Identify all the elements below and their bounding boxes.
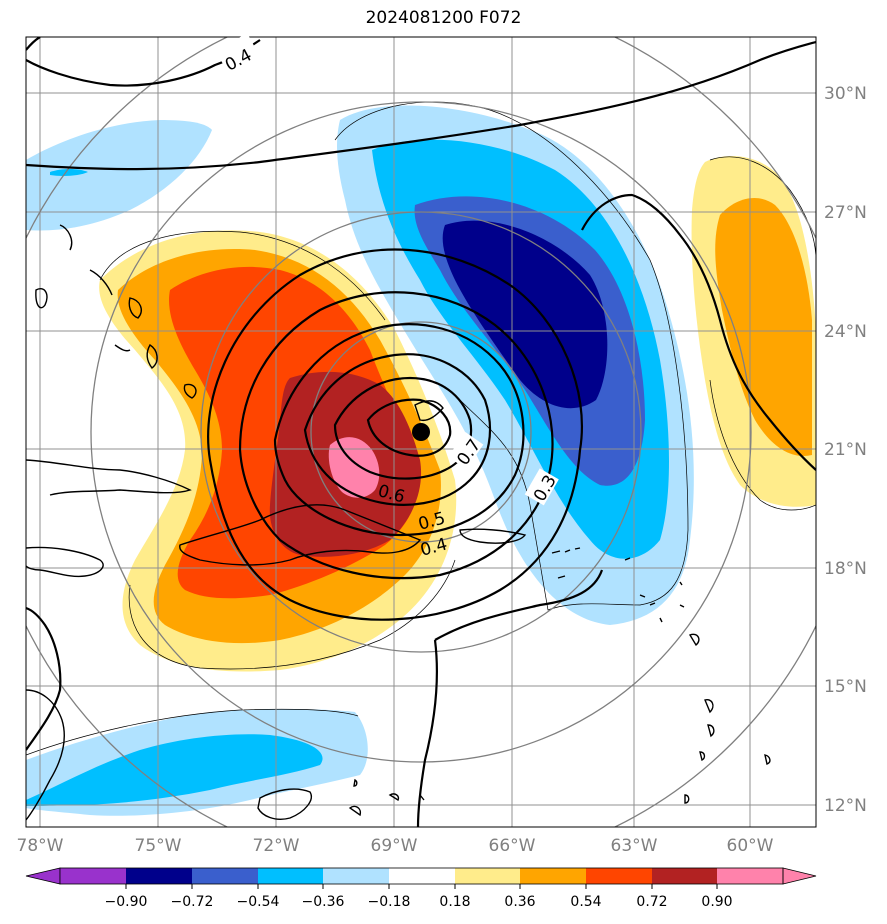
positive-anomaly-shading <box>99 230 457 672</box>
jamaica-coast <box>26 546 104 578</box>
lon-label: 69°W <box>371 836 418 856</box>
lat-label: 12°N <box>824 796 867 816</box>
colorbar-tick-label: −0.36 <box>302 894 345 910</box>
colorbar-swatch <box>126 868 192 884</box>
colorbar-tick-label: 0.36 <box>504 894 535 910</box>
range-rings <box>26 37 816 827</box>
colorbar-swatch <box>586 868 652 884</box>
puerto-rico-coast <box>459 528 527 544</box>
lat-label: 18°N <box>824 559 867 579</box>
map-frame <box>25 36 817 828</box>
colorbar-tick-label: 0.90 <box>701 894 732 910</box>
latitude-labels: 30°N 27°N 24°N 21°N 18°N 15°N 12°N <box>824 84 867 816</box>
coastlines <box>26 224 771 821</box>
lat-label: 15°N <box>824 677 867 697</box>
lat-label: 30°N <box>824 84 867 104</box>
lon-label: 78°W <box>17 836 64 856</box>
lon-label: 72°W <box>253 836 300 856</box>
thin-outline-contours <box>26 101 816 756</box>
longitude-labels: 78°W 75°W 72°W 69°W 66°W 63°W 60°W <box>17 836 774 856</box>
map-title: 2024081200 F072 <box>365 8 522 28</box>
colorbar-swatch <box>192 868 258 884</box>
south-negative-shading <box>26 709 368 816</box>
colorbar-swatch <box>455 868 520 884</box>
storm-center-marker <box>412 423 430 441</box>
hispaniola-coast <box>179 504 422 566</box>
lat-label: 24°N <box>824 322 867 342</box>
colorbar-tick-label: 0.72 <box>636 894 667 910</box>
colorbar-extend-max <box>782 867 817 885</box>
map-area <box>26 37 816 827</box>
lon-label: 63°W <box>611 836 658 856</box>
lon-label: 60°W <box>727 836 774 856</box>
colorbar: −0.90 −0.72 −0.54 −0.36 −0.18 0.18 0.36 … <box>25 867 817 910</box>
colorbar-swatch <box>389 868 455 884</box>
colorbar-tick-label: 0.54 <box>570 894 601 910</box>
colorbar-swatch <box>717 868 783 884</box>
colorbar-tick-label: −0.18 <box>368 894 411 910</box>
colorbar-swatch <box>652 868 717 884</box>
lon-label: 75°W <box>135 836 182 856</box>
curacao-coast <box>257 788 312 820</box>
nw-negative-shading <box>26 120 212 231</box>
lat-label: 21°N <box>824 440 867 460</box>
colorbar-extend-min <box>25 867 61 885</box>
venezuela-coast <box>26 689 65 821</box>
colorbar-tick-label: 0.18 <box>439 894 470 910</box>
colorbar-swatch <box>258 868 323 884</box>
lon-label: 66°W <box>489 836 536 856</box>
colorbar-swatch <box>520 868 586 884</box>
lat-label: 27°N <box>824 203 867 223</box>
colorbar-tick-label: −0.54 <box>237 894 280 910</box>
colorbar-swatch <box>60 868 126 884</box>
colorbar-tick-label: −0.72 <box>171 894 214 910</box>
thick-contours <box>26 37 816 827</box>
colorbar-tick-label: −0.90 <box>105 894 148 910</box>
cuba-coast <box>26 459 192 496</box>
colorbar-swatch <box>323 868 389 884</box>
